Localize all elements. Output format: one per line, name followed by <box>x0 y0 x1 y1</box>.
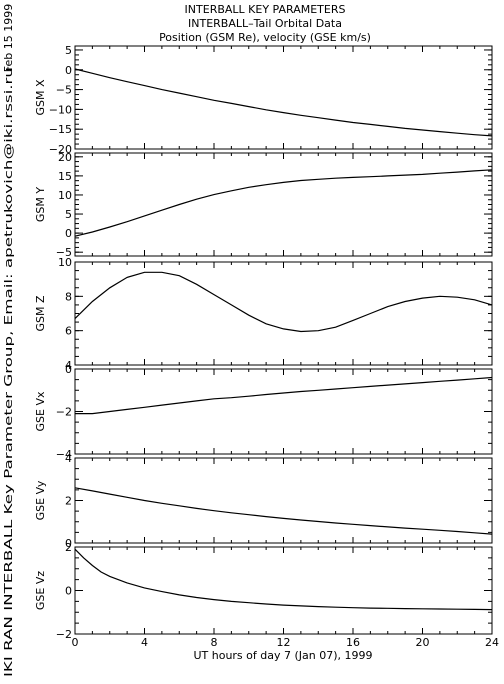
y-tick-label: 0 <box>65 363 72 376</box>
y-tick-label: −2 <box>56 406 72 419</box>
y-axis-label: GSE Vy <box>34 480 47 520</box>
y-tick-label: 6 <box>65 325 72 338</box>
panel-2: 20 15 10 5 0 −5 GSM Y <box>34 151 493 259</box>
title-line-2: INTERBALL–Tail Orbital Data <box>188 17 342 30</box>
y-tick-label: 8 <box>65 290 72 303</box>
panel-3: 10 8 6 4 GSM Z <box>34 256 493 372</box>
side-date: Feb 15 1999 <box>2 4 15 72</box>
x-tick-label: 4 <box>141 636 148 649</box>
y-tick-label: 2 <box>65 495 72 508</box>
panel-frame <box>74 152 493 257</box>
panel-4: 0 −2 −4 GSE Vx <box>34 363 493 461</box>
y-tick-label: 5 <box>65 208 72 221</box>
y-axis-label: GSE Vz <box>34 571 47 610</box>
y-tick-label: −5 <box>56 246 72 259</box>
y-axis-label: GSE Vx <box>34 391 47 431</box>
x-tick-label: 12 <box>277 636 291 649</box>
series-line <box>74 271 493 333</box>
x-tick-label: 16 <box>346 636 360 649</box>
title-line-3: Position (GSM Re), velocity (GSE km/s) <box>159 31 371 44</box>
y-tick-label: 0 <box>65 64 72 77</box>
x-tick-label: 0 <box>72 636 79 649</box>
y-tick-label: −4 <box>56 448 72 461</box>
panel-6: 2 0 −2 GSE Vz <box>34 541 493 641</box>
panel-5: 4 2 0 GSE Vy <box>34 452 493 550</box>
y-tick-label: 0 <box>65 585 72 598</box>
y-tick-label: 10 <box>58 189 72 202</box>
y-axis-label: GSM Y <box>34 187 47 222</box>
y-tick-label: 20 <box>58 151 72 164</box>
y-tick-label: 0 <box>65 227 72 240</box>
y-tick-label: 4 <box>65 452 72 465</box>
x-tick-label: 8 <box>211 636 218 649</box>
series-line <box>74 487 493 535</box>
y-axis-label: GSM X <box>34 79 47 115</box>
x-axis-label: UT hours of day 7 (Jan 07), 1999 <box>193 649 372 662</box>
series-line <box>74 169 493 237</box>
series-line <box>74 68 493 137</box>
x-tick-label: 20 <box>416 636 430 649</box>
y-tick-label: 5 <box>65 44 72 57</box>
y-tick-label: 0 <box>65 537 72 550</box>
y-tick-label: −2 <box>56 628 72 641</box>
y-tick-label: 2 <box>65 541 72 554</box>
side-credit: IKI RAN INTERBALL Key Parameter Group, E… <box>2 67 15 677</box>
y-tick-label: −20 <box>49 143 72 156</box>
panel-frame <box>74 457 493 544</box>
y-tick-label: 10 <box>58 256 72 269</box>
panel-frame <box>74 45 493 150</box>
y-axis-label: GSM Z <box>34 295 47 331</box>
y-tick-label: −10 <box>49 103 72 116</box>
y-tick-label: −5 <box>56 84 72 97</box>
y-tick-label: −15 <box>49 123 72 136</box>
x-tick-label: 24 <box>485 636 499 649</box>
y-tick-label: 15 <box>58 170 72 183</box>
panel-1: 5 0 −5 −10 −15 −20 GSM X <box>34 44 493 156</box>
x-tick-labels: 0 4 8 12 16 20 24 <box>72 636 500 649</box>
series-line <box>74 548 493 611</box>
panel-frame <box>74 261 493 366</box>
panel-frame <box>74 546 493 635</box>
title-line-1: INTERBALL KEY PARAMETERS <box>185 3 346 16</box>
y-tick-label: 4 <box>65 359 72 372</box>
series-line <box>75 376 493 415</box>
